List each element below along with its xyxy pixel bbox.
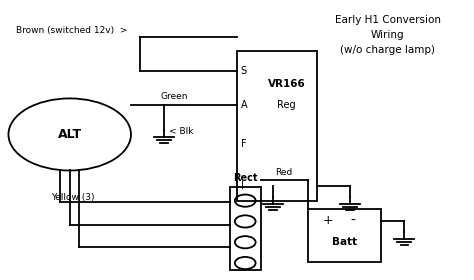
Bar — [308, 209, 381, 262]
Text: Early H1 Conversion
Wiring
(w/o charge lamp): Early H1 Conversion Wiring (w/o charge l… — [335, 15, 441, 55]
Text: Rect: Rect — [233, 173, 257, 183]
Text: Red: Red — [275, 169, 293, 178]
Text: < Blk: < Blk — [169, 127, 193, 136]
Text: VR166: VR166 — [268, 79, 306, 89]
Text: Yellow (3): Yellow (3) — [51, 193, 95, 202]
Text: S: S — [241, 66, 247, 76]
Text: Green: Green — [161, 92, 188, 101]
Text: ALT: ALT — [58, 128, 82, 141]
Text: A: A — [241, 100, 247, 110]
Text: Reg: Reg — [277, 100, 296, 110]
Text: F: F — [241, 139, 246, 149]
Text: +: + — [323, 214, 333, 227]
Bar — [230, 187, 261, 270]
Text: Brown (switched 12v)  >: Brown (switched 12v) > — [16, 26, 127, 35]
Text: I: I — [241, 181, 244, 191]
Text: -: - — [351, 214, 356, 228]
Bar — [237, 51, 317, 201]
Text: Batt: Batt — [332, 237, 357, 247]
